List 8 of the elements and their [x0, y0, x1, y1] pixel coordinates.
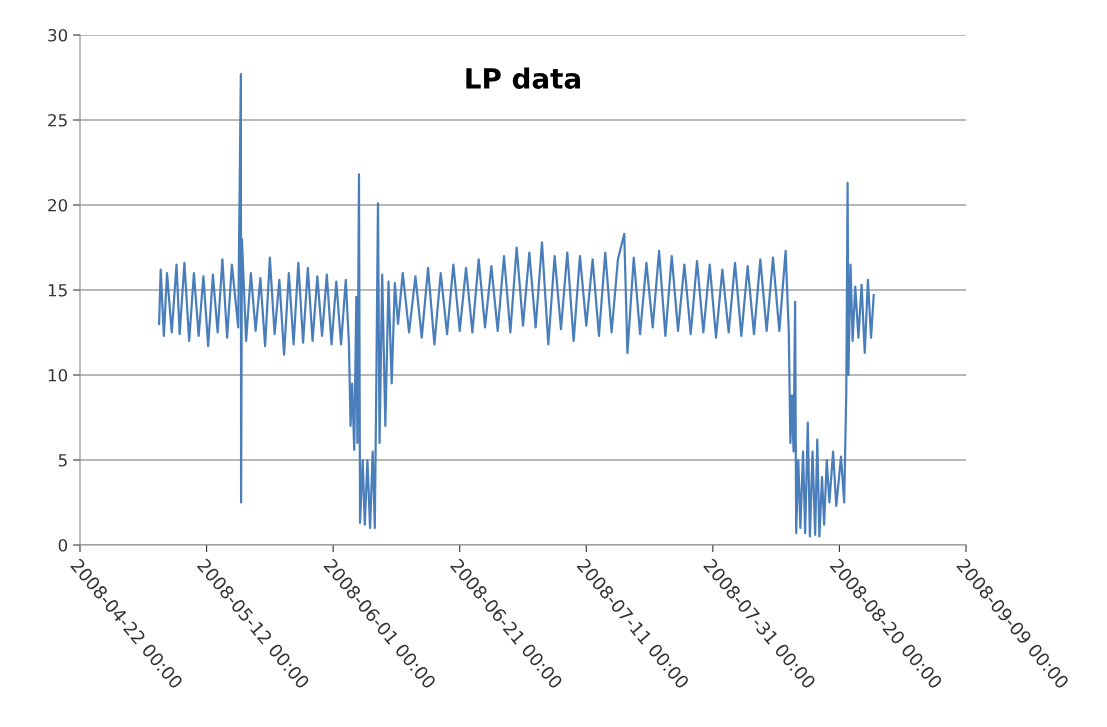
y-tick-label: 30	[48, 28, 68, 42]
y-tick-label: 0	[58, 538, 68, 552]
text: LP data	[466, 67, 581, 89]
y-tick-label: 15	[48, 284, 67, 297]
y-tick-label: 25	[48, 113, 67, 127]
y-tick-label: 10	[48, 368, 68, 382]
y-tick-label: 20	[48, 198, 68, 212]
y-tick-label: 5	[58, 454, 67, 467]
